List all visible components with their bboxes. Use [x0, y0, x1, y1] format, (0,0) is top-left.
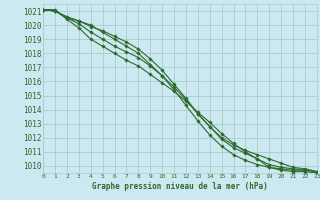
X-axis label: Graphe pression niveau de la mer (hPa): Graphe pression niveau de la mer (hPa) [92, 182, 268, 191]
